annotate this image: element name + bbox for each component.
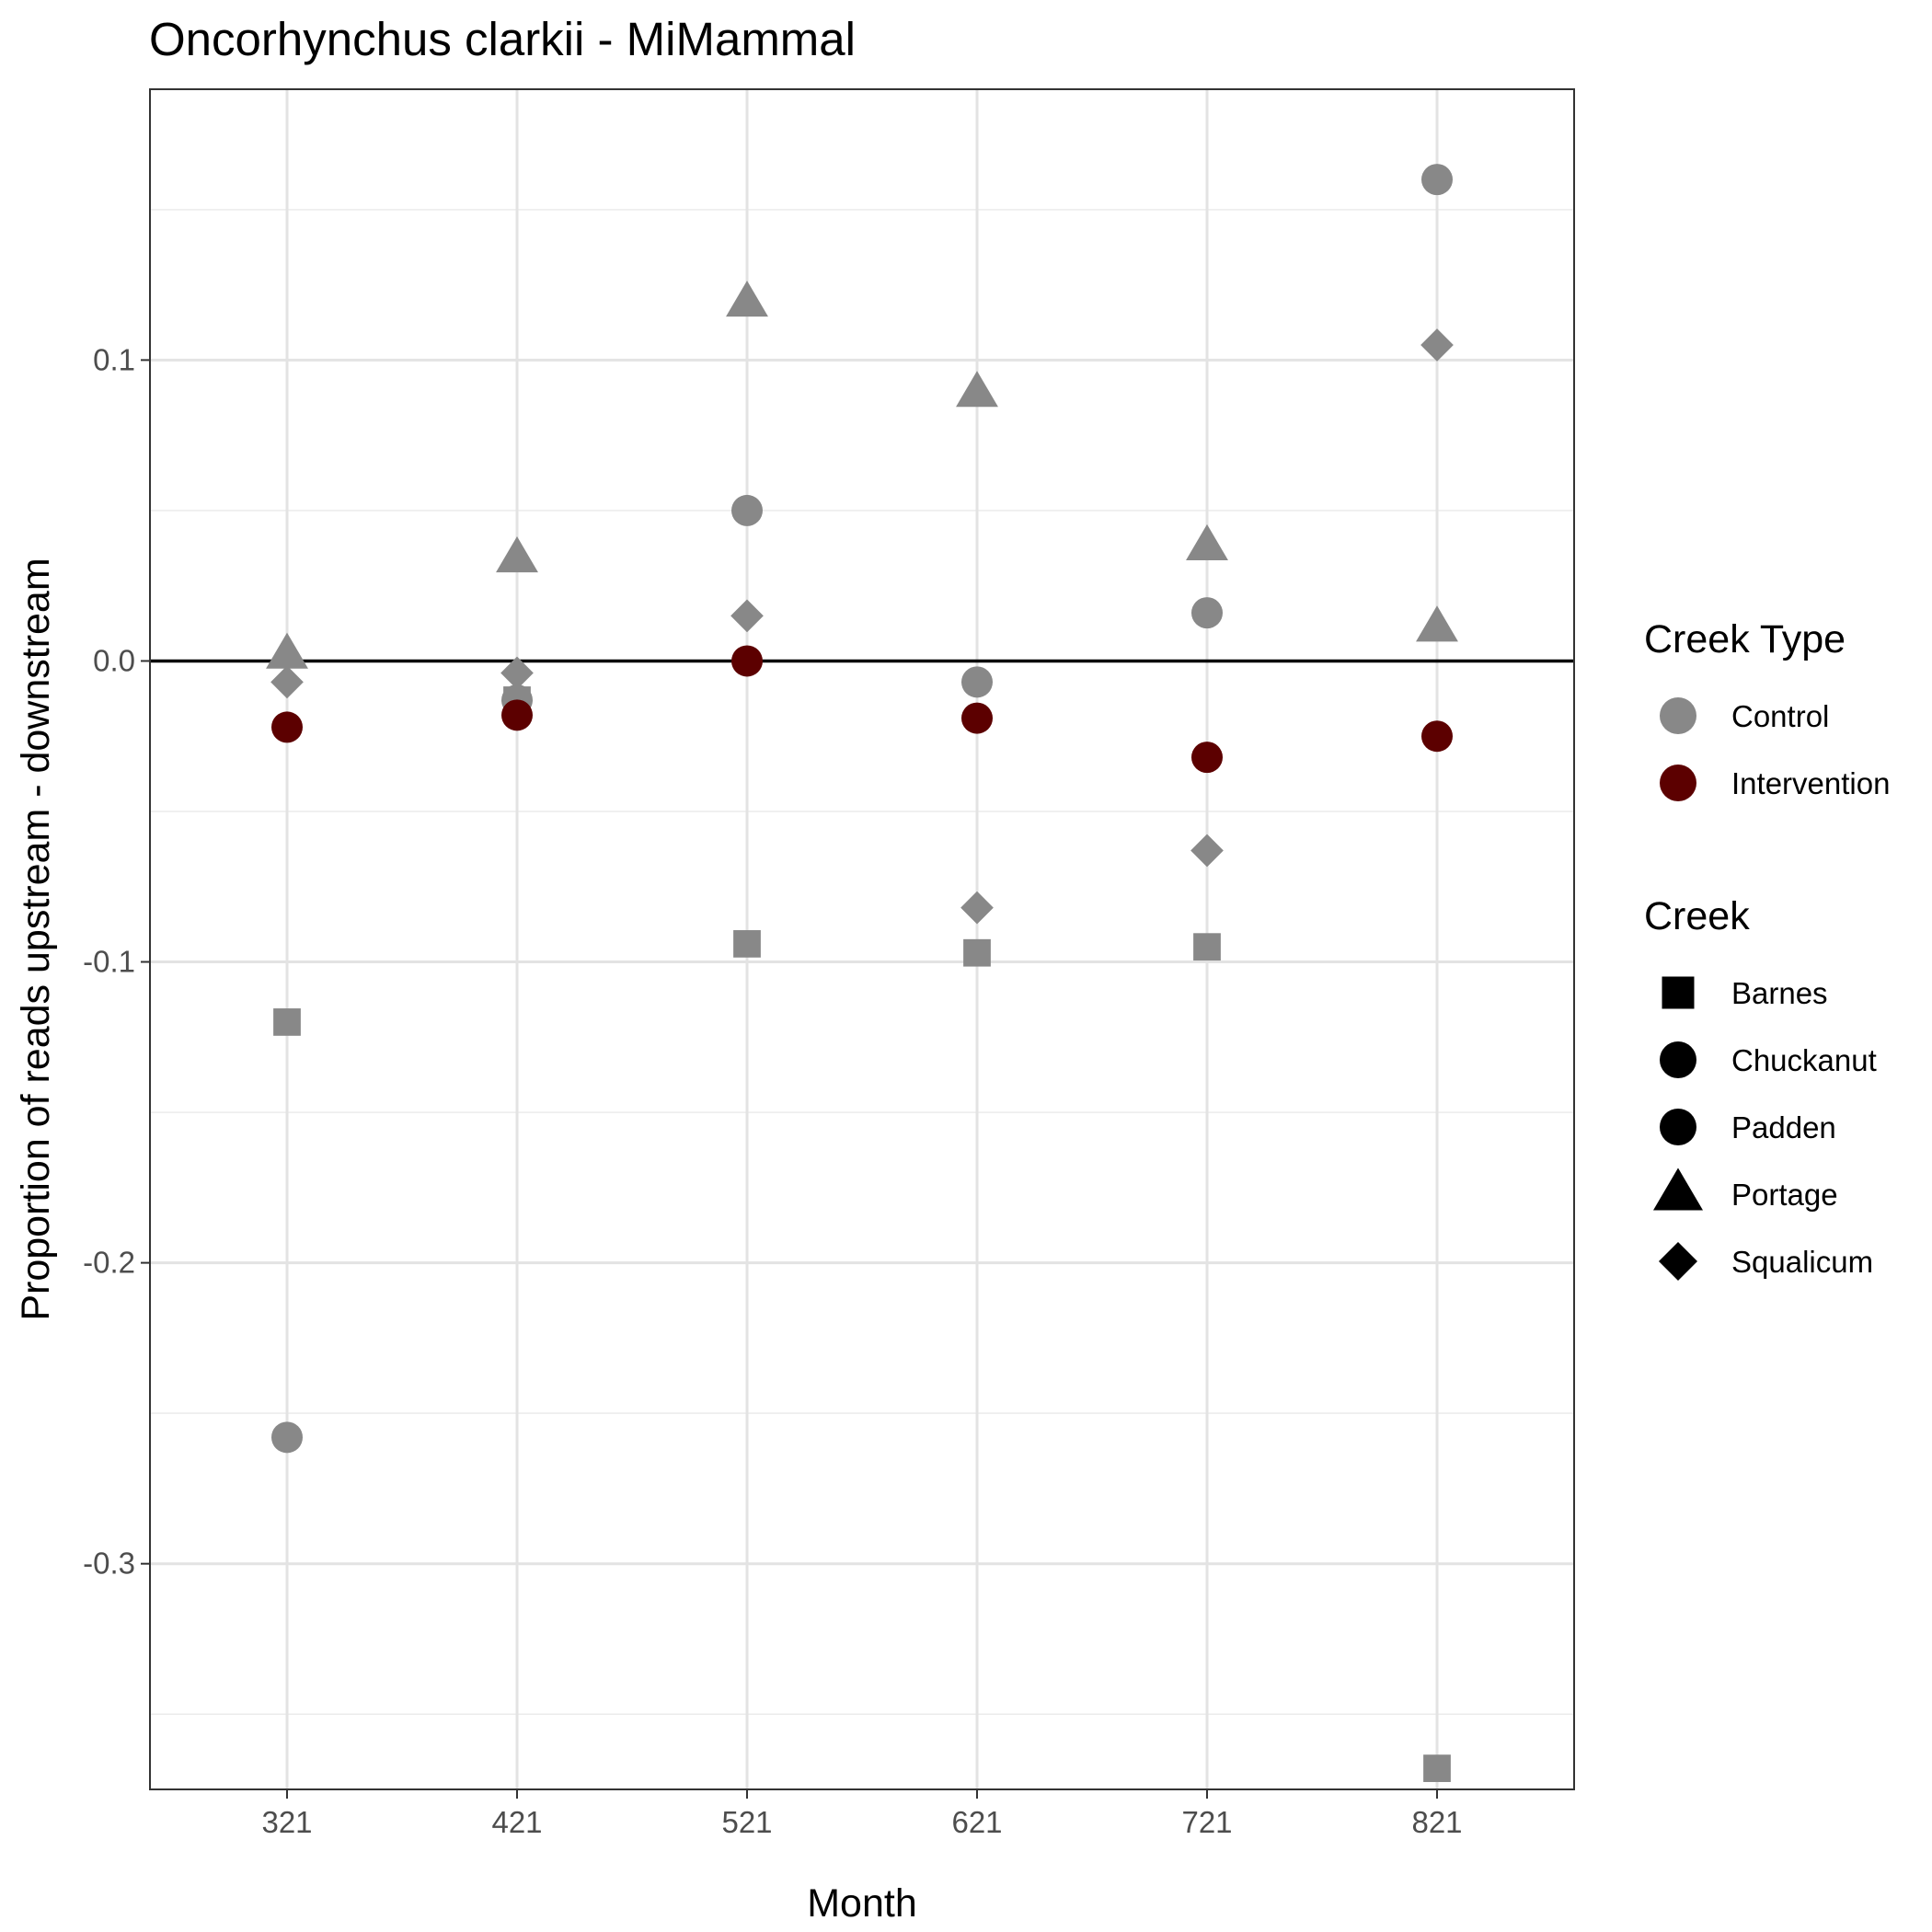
- legend-key-squalicum: [1659, 1242, 1697, 1281]
- y-tick-label: 0.1: [93, 342, 135, 376]
- y-tick-label: 0.0: [93, 643, 135, 677]
- point-squalicum-621: [960, 891, 994, 925]
- point-squalicum-321: [270, 665, 304, 699]
- x-tick-label: 321: [261, 1805, 312, 1839]
- point-chuckanut-321: [271, 1421, 303, 1454]
- plot-panel-background: [150, 89, 1574, 1789]
- point-barnes-721: [1193, 933, 1221, 961]
- point-squalicum-421: [500, 656, 534, 690]
- legend-key-padden: [1660, 1109, 1696, 1145]
- x-tick-label: 721: [1181, 1805, 1232, 1839]
- legend-title: Creek: [1644, 894, 1750, 938]
- point-chuckanut-621: [961, 666, 993, 698]
- x-tick-label: 521: [721, 1805, 772, 1839]
- legend-key-portage: [1653, 1167, 1703, 1211]
- legend-title: Creek Type: [1644, 617, 1846, 661]
- legend-label: Intervention: [1731, 766, 1890, 800]
- point-barnes-621: [963, 938, 991, 967]
- point-portage-421: [496, 536, 538, 573]
- point-portage-721: [1186, 523, 1228, 561]
- point-padden-821: [1421, 720, 1453, 753]
- data-points: [266, 164, 1458, 1782]
- point-chuckanut-721: [1191, 597, 1223, 629]
- legend-label: Chuckanut: [1731, 1043, 1877, 1077]
- x-tick-label: 821: [1411, 1805, 1462, 1839]
- point-barnes-321: [273, 1008, 301, 1036]
- legend-label: Squalicum: [1731, 1245, 1873, 1279]
- point-padden-721: [1191, 742, 1223, 774]
- point-barnes-521: [733, 930, 761, 958]
- point-chuckanut-521: [731, 494, 763, 526]
- legend-label: Padden: [1731, 1110, 1836, 1144]
- grid-minor: [150, 209, 1574, 1715]
- point-squalicum-521: [730, 599, 764, 633]
- point-padden-421: [501, 699, 533, 731]
- point-portage-621: [956, 371, 998, 408]
- point-chuckanut-821: [1421, 164, 1453, 196]
- point-squalicum-721: [1190, 834, 1224, 868]
- legend-key-intervention: [1660, 765, 1696, 801]
- y-axis: 0.1 0.0 -0.1 -0.2 -0.3: [83, 342, 150, 1581]
- plot-panel-border: [149, 88, 1575, 1790]
- legend-key-control: [1660, 697, 1696, 734]
- x-axis: 321 421 521 621 721 821: [261, 1789, 1463, 1839]
- legend-key-barnes: [1662, 976, 1695, 1009]
- y-tick-label: -0.2: [83, 1246, 135, 1280]
- point-portage-321: [266, 632, 308, 669]
- x-tick-label: 421: [491, 1805, 542, 1839]
- legend: Creek Type Control Intervention Creek Barnes…: [1644, 617, 1890, 1281]
- y-tick-label: -0.1: [83, 945, 135, 979]
- legend-label: Portage: [1731, 1178, 1838, 1212]
- y-axis-title: Proportion of reads upstream - downstrea…: [14, 558, 58, 1320]
- x-axis-title: Month: [807, 1881, 917, 1926]
- x-tick-label: 621: [951, 1805, 1002, 1839]
- point-barnes-821: [1423, 1754, 1451, 1782]
- point-portage-821: [1416, 605, 1458, 642]
- legend-label: Barnes: [1731, 976, 1828, 1010]
- y-tick-label: -0.3: [83, 1547, 135, 1581]
- point-padden-621: [961, 702, 993, 734]
- legend-label: Control: [1731, 699, 1829, 733]
- point-portage-521: [726, 280, 768, 317]
- legend-key-chuckanut: [1660, 1041, 1696, 1078]
- point-padden-321: [271, 711, 303, 743]
- point-squalicum-821: [1420, 328, 1454, 362]
- chart-title: Oncorhynchus clarkii - MiMammal: [149, 13, 856, 65]
- point-padden-521: [731, 645, 763, 677]
